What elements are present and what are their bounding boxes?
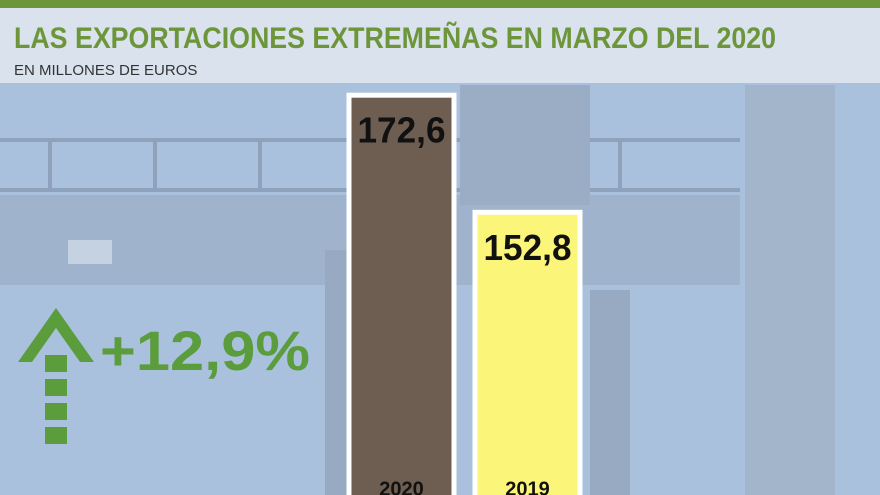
header-band [0,8,880,83]
bar [346,92,457,495]
top-rule [0,0,880,8]
annotation: +12,9% [100,319,310,382]
bar [472,209,583,495]
arrow-icon [18,308,94,444]
chart-title: LAS EXPORTACIONES EXTREMEÑAS EN MARZO DE… [14,21,776,55]
x-tick-label: 2019 [505,478,550,495]
value-label: 172,6 [358,110,446,151]
x-tick-label: 2020 [379,478,424,495]
chart-subtitle: EN MILLONES DE EUROS [14,62,197,79]
value-label: 152,8 [484,227,572,268]
